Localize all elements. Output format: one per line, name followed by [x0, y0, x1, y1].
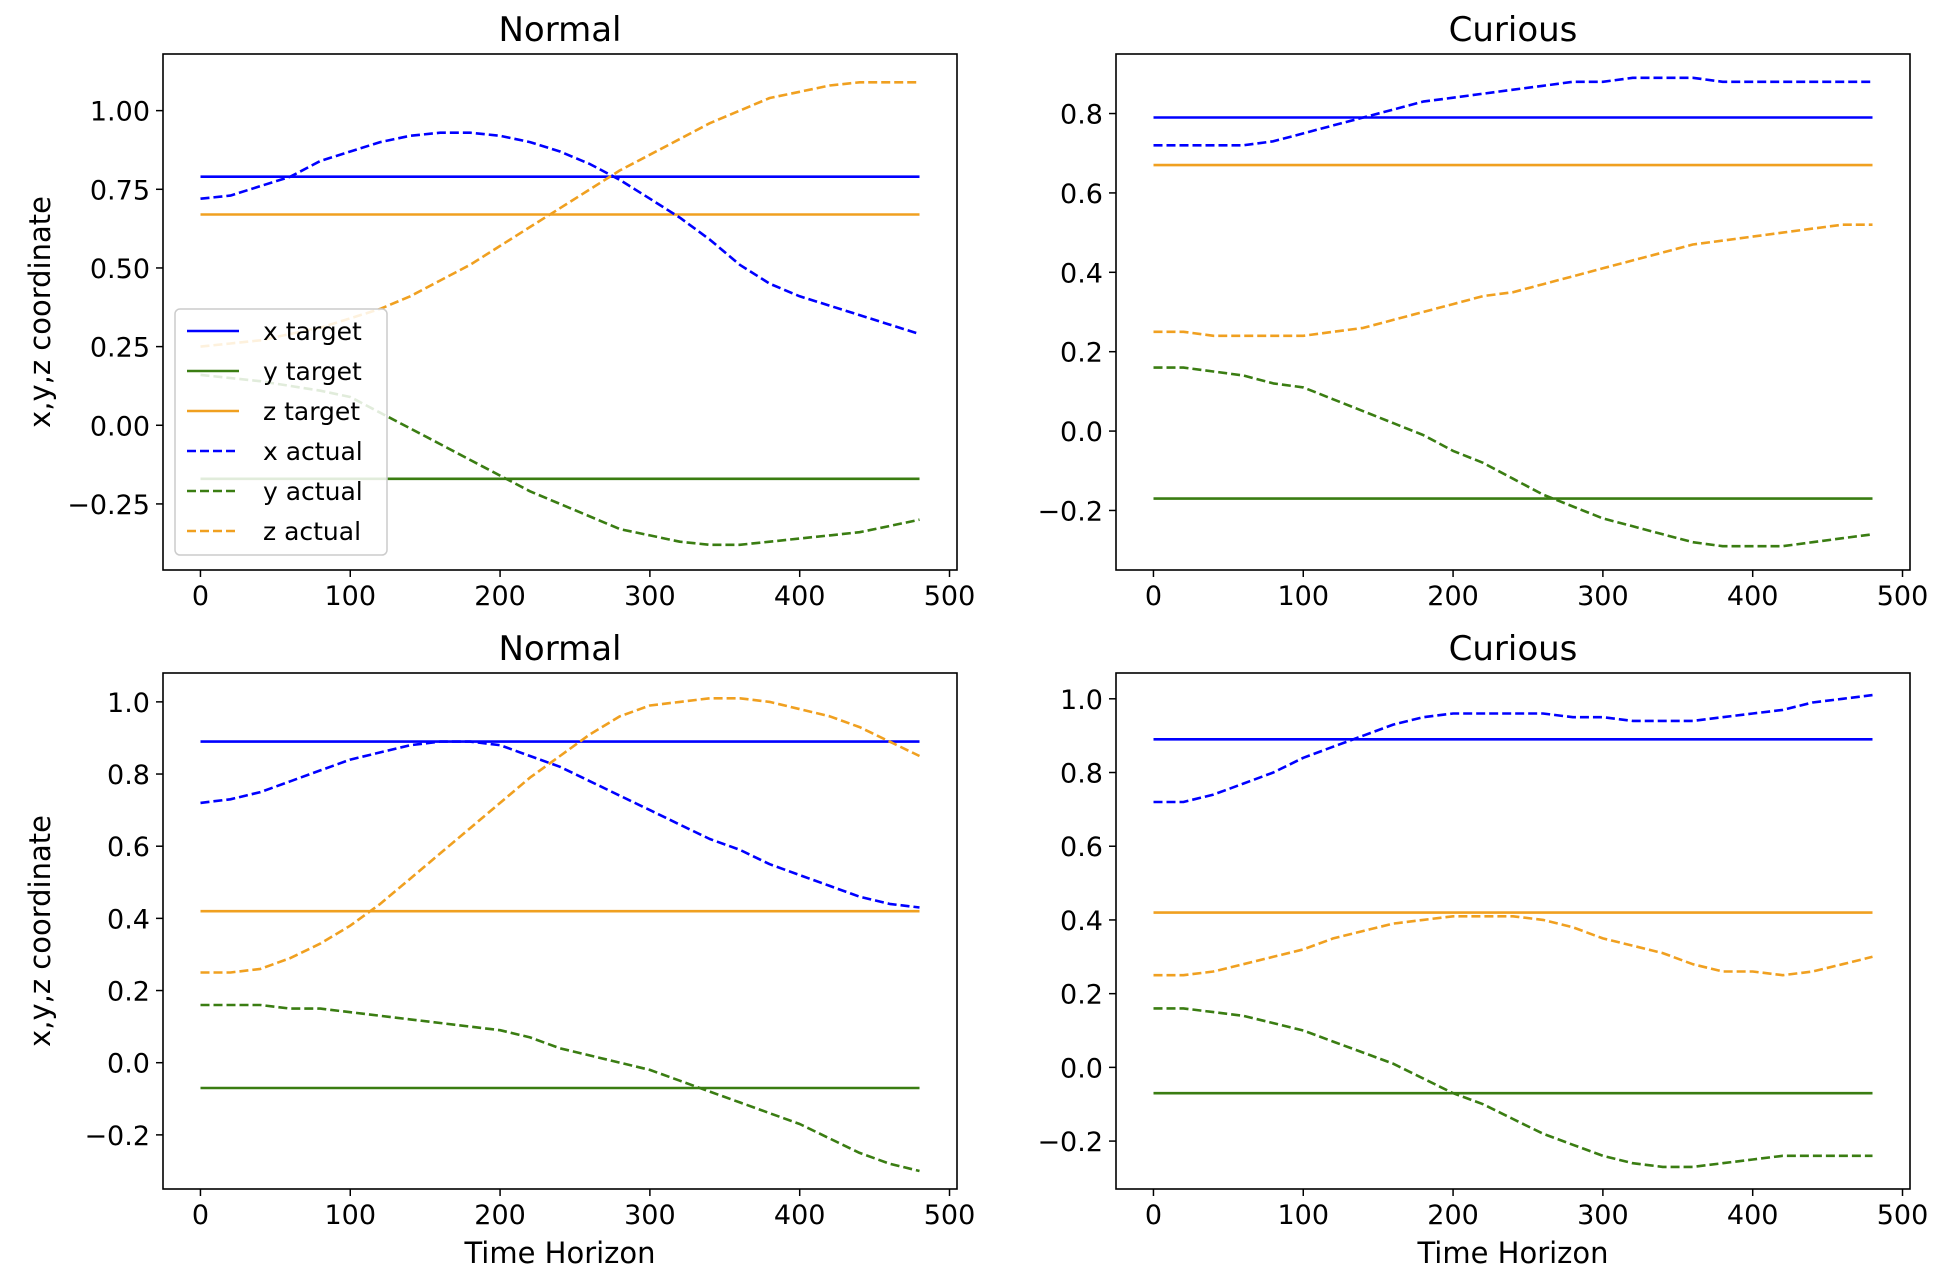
y-tick-label: 0.50 — [90, 254, 150, 285]
y-tick-label: 0.0 — [107, 1049, 150, 1080]
legend-label: x actual — [263, 437, 363, 466]
series-line-z-actual — [1153, 223, 1873, 338]
x-tick-label: 200 — [474, 1200, 526, 1231]
y-axis-label: x,y,z coordinate — [23, 815, 57, 1047]
x-tick-label: 100 — [324, 581, 376, 612]
x-tick-label: 400 — [1727, 1200, 1779, 1231]
legend-label: z target — [263, 397, 360, 426]
series-line-x-actual — [200, 740, 920, 909]
y-tick-label: 0.25 — [90, 333, 150, 364]
x-tick-label: 300 — [1577, 581, 1629, 612]
y-tick-label: −0.2 — [1037, 496, 1103, 527]
series-line-z-actual — [1153, 914, 1873, 977]
series-line-y-actual — [200, 1003, 920, 1173]
y-tick-label: 0.8 — [1060, 100, 1103, 131]
y-tick-label: 0.4 — [107, 904, 150, 935]
chart-title: Curious — [1449, 10, 1578, 50]
panel-1: 0 100 200 300 400 500 −0.25 0.00 0.25 0.50 0.75 1.0… — [23, 10, 975, 612]
chart-title: Normal — [498, 10, 621, 50]
y-tick-label: 0.8 — [107, 760, 150, 791]
legend-label: y actual — [263, 477, 363, 506]
y-tick-label: 0.2 — [1060, 338, 1103, 369]
x-tick-label: 100 — [324, 1200, 376, 1231]
panel-3: 0 100 200 300 400 500 −0.2 0.0 0.2 0.4 0.6 0.8 1.0 No… — [23, 629, 975, 1270]
y-tick-label: 1.0 — [107, 688, 150, 719]
y-tick-label: 0.0 — [1060, 417, 1103, 448]
x-tick-label: 0 — [1145, 1200, 1162, 1231]
chart-title: Curious — [1449, 629, 1578, 669]
y-tick-label: −0.2 — [1037, 1127, 1103, 1158]
x-tick-label: 300 — [1577, 1200, 1629, 1231]
axes-frame — [1115, 53, 1911, 571]
y-tick-label: 0.2 — [1060, 980, 1103, 1011]
panel-2: 0 100 200 300 400 500 −0.2 0.0 0.2 0.4 0.6 0.8 Curio… — [1037, 10, 1928, 612]
axes-frame — [162, 672, 958, 1190]
panel-4: 0 100 200 300 400 500 −0.2 0.0 0.2 0.4 0.6 0.8 1.0 Cu… — [1037, 629, 1928, 1270]
legend: x target y target z target x actual y actual… — [174, 308, 388, 556]
x-axis-label: Time Horizon — [1416, 1236, 1608, 1270]
y-tick-label: 0.75 — [90, 175, 150, 206]
x-tick-label: 300 — [624, 581, 676, 612]
x-tick-label: 400 — [1727, 581, 1779, 612]
y-tick-label: 1.0 — [1060, 685, 1103, 716]
y-tick-label: −0.2 — [84, 1121, 150, 1152]
series-line-z-actual — [200, 696, 921, 974]
y-tick-label: 0.6 — [107, 832, 150, 863]
x-tick-label: 200 — [1427, 1200, 1479, 1231]
legend-label: x target — [263, 317, 362, 346]
chart-title: Normal — [498, 629, 621, 669]
x-tick-label: 0 — [1145, 581, 1162, 612]
x-tick-label: 400 — [774, 1200, 826, 1231]
x-tick-label: 200 — [474, 581, 526, 612]
x-tick-label: 300 — [624, 1200, 676, 1231]
x-tick-label: 500 — [1877, 1200, 1929, 1231]
legend-label: y target — [263, 357, 362, 386]
axes-frame — [162, 53, 958, 571]
x-tick-label: 200 — [1427, 581, 1479, 612]
series-line-x-actual — [1153, 76, 1873, 147]
y-tick-label: 1.00 — [90, 97, 150, 128]
series-line-y-actual — [1153, 1007, 1873, 1169]
y-tick-label: 0.4 — [1060, 258, 1103, 289]
y-tick-label: 0.4 — [1060, 906, 1103, 937]
x-tick-label: 100 — [1277, 581, 1329, 612]
axes-frame — [1115, 672, 1911, 1190]
legend-label: z actual — [263, 517, 361, 546]
series-line-x-actual — [1153, 693, 1873, 804]
series-line-y-actual — [1153, 366, 1873, 548]
y-tick-label: 0.6 — [1060, 179, 1103, 210]
x-tick-label: 500 — [924, 1200, 976, 1231]
series-line-x-actual — [200, 131, 920, 336]
y-tick-label: 0.6 — [1060, 832, 1103, 863]
y-tick-label: 0.0 — [1060, 1053, 1103, 1084]
y-tick-label: 0.00 — [90, 411, 150, 442]
x-tick-label: 500 — [924, 581, 976, 612]
x-tick-label: 0 — [192, 581, 209, 612]
x-axis-label: Time Horizon — [463, 1236, 655, 1270]
y-tick-label: 0.2 — [107, 977, 150, 1008]
y-axis-label: x,y,z coordinate — [23, 196, 57, 428]
x-tick-label: 100 — [1277, 1200, 1329, 1231]
x-tick-label: 0 — [192, 1200, 209, 1231]
y-tick-label: 0.8 — [1060, 759, 1103, 790]
x-tick-label: 400 — [774, 581, 826, 612]
x-tick-label: 500 — [1877, 581, 1929, 612]
y-tick-label: −0.25 — [67, 490, 150, 521]
